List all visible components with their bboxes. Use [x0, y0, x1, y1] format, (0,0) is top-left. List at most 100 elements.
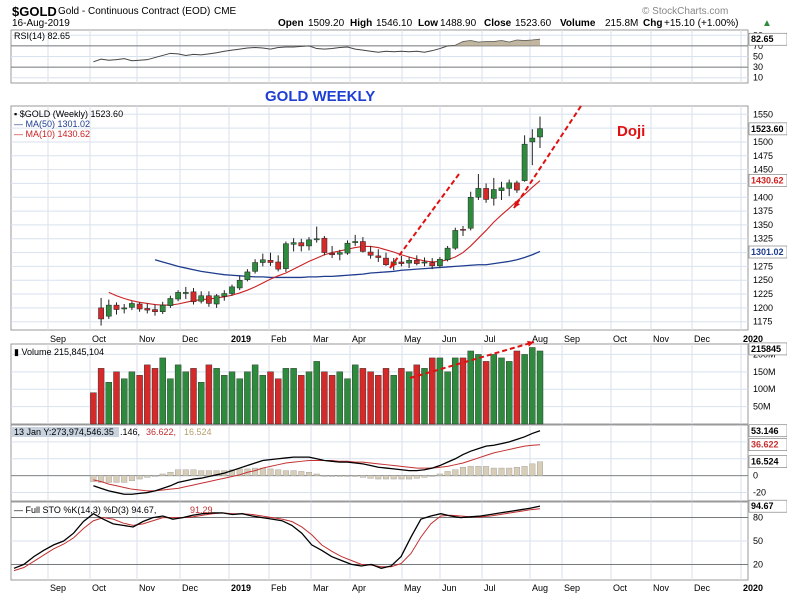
up-arrow-icon: ▲	[762, 18, 772, 29]
volume-bar	[244, 371, 251, 425]
badge-text: 1430.62	[751, 175, 784, 185]
candle	[483, 183, 489, 203]
volume-bar	[97, 368, 105, 425]
x-axis-month-label: Dec	[694, 583, 711, 593]
macd-signal-line	[93, 444, 541, 492]
macd-histogram-bar	[236, 468, 243, 476]
volume-bar	[398, 368, 405, 425]
candle	[198, 291, 205, 304]
y-tick-label: 150M	[753, 367, 776, 377]
badge-text: 82.65	[751, 34, 774, 44]
x-axis-month-label: Oct	[613, 583, 628, 593]
y-tick-label: 1200	[753, 303, 773, 313]
macd-histogram-bar	[436, 473, 443, 476]
volume-bar	[136, 375, 143, 425]
candle-body	[506, 182, 513, 189]
volume-bar	[413, 364, 420, 425]
macd-histogram-bar	[321, 475, 328, 477]
candle	[175, 290, 181, 302]
macd-histogram-bar	[113, 475, 120, 483]
macd-histogram-bar	[175, 469, 182, 476]
candle	[498, 181, 505, 201]
x-axis-month-label: Nov	[653, 583, 670, 593]
candle	[129, 301, 135, 311]
candle	[429, 258, 436, 270]
volume-bar	[221, 375, 228, 425]
macd-histogram-bar	[282, 470, 289, 476]
y-tick-label: 50	[753, 536, 763, 546]
candle	[375, 249, 382, 262]
candle	[460, 226, 466, 236]
volume-bar	[452, 357, 459, 425]
x-axis-month-label: Oct	[613, 334, 628, 344]
x-axis-month-label: 2019	[231, 334, 251, 344]
candle-body	[321, 237, 328, 253]
y-tick-label: 1225	[753, 289, 773, 299]
candle-body	[167, 298, 174, 306]
macd-line	[93, 430, 541, 495]
volume-bar	[282, 368, 290, 425]
candle	[444, 245, 451, 262]
volume-bar	[228, 371, 236, 425]
macd-histogram-bar	[375, 475, 382, 480]
volume-bar	[459, 357, 467, 425]
candle-body	[113, 304, 120, 310]
y-tick-label: 30	[753, 62, 763, 72]
macd-histogram-bar	[151, 475, 158, 477]
low-value: 1488.90	[440, 18, 477, 29]
y-tick-label: 20	[753, 559, 763, 569]
candle	[506, 179, 513, 197]
candle	[406, 256, 412, 269]
x-axis-month-label: Feb	[271, 334, 287, 344]
volume-bar	[490, 354, 497, 425]
macd-histogram-bar	[390, 475, 397, 480]
volume-bar	[421, 368, 428, 425]
volume-bar	[529, 347, 536, 425]
candle	[336, 249, 343, 261]
badge-text: 94.67	[751, 501, 774, 511]
volume-bar	[90, 392, 97, 425]
volume-bar	[105, 382, 113, 425]
macd-histogram-bar	[213, 470, 220, 476]
x-axis-month-label: May	[404, 334, 422, 344]
value-badge: 1523.60	[748, 122, 787, 136]
x-axis-month-label: Apr	[352, 583, 366, 593]
macd-histogram-bar	[105, 475, 112, 483]
candle-body	[267, 260, 274, 263]
candle-body	[283, 243, 289, 269]
candle-body	[229, 286, 235, 294]
macd-histogram-bar	[190, 469, 197, 476]
macd-histogram-bar	[513, 467, 520, 476]
volume-bar	[275, 378, 282, 425]
y-tick-label: 100M	[753, 384, 776, 394]
candle-body	[336, 252, 343, 255]
candle-body	[306, 239, 312, 247]
macd-histogram-bar	[167, 472, 174, 476]
volume-bar	[251, 364, 259, 425]
macd-histogram-bar	[344, 475, 351, 477]
candle-body	[537, 128, 543, 138]
volume-bar	[128, 371, 136, 425]
candle-body	[406, 260, 412, 264]
y-tick-label: -20	[753, 488, 766, 498]
x-axis-month-label: Feb	[271, 583, 287, 593]
volume-bar	[405, 371, 413, 425]
price-legend-ma50: — MA(50) 1301.02	[14, 119, 90, 129]
volume-legend: ▮ Volume 215,845,104	[14, 347, 104, 357]
candle	[421, 257, 428, 267]
y-tick-label: 50M	[753, 402, 771, 412]
value-badge: 36.622	[748, 438, 787, 451]
badge-box	[748, 499, 787, 513]
candle	[190, 287, 197, 305]
volume-bar	[344, 378, 351, 425]
x-axis-month-label: 2019	[231, 583, 251, 593]
candle	[267, 252, 274, 266]
volume-bar	[513, 350, 521, 425]
volume-bar	[151, 368, 159, 425]
badge-box	[748, 424, 787, 438]
macd-histogram-bar	[205, 470, 212, 476]
candle-body	[121, 307, 128, 310]
macd-histogram-bar	[498, 467, 505, 476]
arrow-head	[514, 201, 521, 208]
badge-box	[748, 455, 787, 468]
